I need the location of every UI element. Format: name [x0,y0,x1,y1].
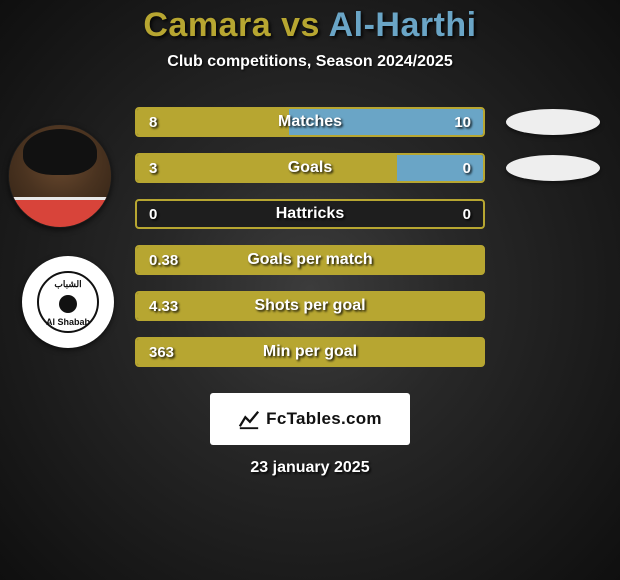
metric-row: 4.33Shots per goal [0,283,620,329]
metric-row: 30Goals [0,145,620,191]
watermark: FcTables.com [210,393,410,445]
title-player2: Al-Harthi [329,6,477,44]
subtitle: Club competitions, Season 2024/2025 [0,53,620,71]
metrics-container: 810Matches 30Goals 0 0Hattricks 0.38Goals pe… [0,99,620,375]
metric-row: 363Min per goal [0,329,620,375]
bar-fill-left [137,293,483,319]
bar-track: 30Goals [135,153,485,183]
bar-fill-left [137,109,289,135]
bar-track: 4.33Shots per goal [135,291,485,321]
bar-track: 810Matches [135,107,485,137]
row-right-slot [485,155,620,181]
metric-label: Hattricks [137,201,483,227]
watermark-text: FcTables.com [266,409,382,429]
title-vs: vs [281,6,320,44]
metric-value-left: 0 [149,201,157,227]
metric-row: 0 0Hattricks [0,191,620,237]
bar-fill-left [137,339,483,365]
title-player1: Camara [143,6,271,44]
metric-row: 810Matches [0,99,620,145]
date-text: 23 january 2025 [0,459,620,477]
chart-icon [238,408,260,430]
page-title: Camara vs Al-Harthi [0,6,620,45]
bar-fill-right [397,155,484,181]
player2-placeholder-oval [506,155,600,181]
bar-fill-left [137,155,397,181]
metric-row: 0.38Goals per match [0,237,620,283]
bar-track: 0.38Goals per match [135,245,485,275]
metric-value-right: 0 [463,201,471,227]
bar-fill-left [137,247,483,273]
bar-track: 363Min per goal [135,337,485,367]
bar-track: 0 0Hattricks [135,199,485,229]
content-container: Camara vs Al-Harthi Club competitions, S… [0,0,620,580]
bar-fill-right [289,109,483,135]
row-right-slot [485,109,620,135]
player2-placeholder-oval [506,109,600,135]
